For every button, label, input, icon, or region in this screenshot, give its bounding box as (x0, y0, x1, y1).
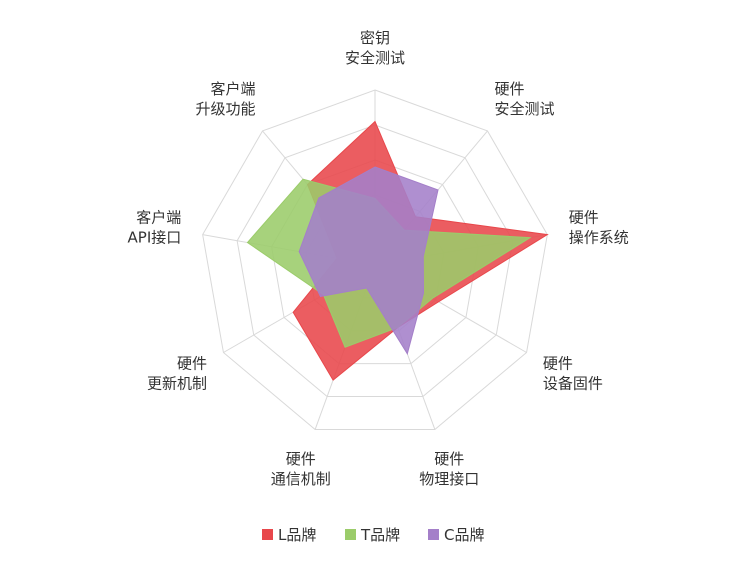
legend: L品牌 T品牌 C品牌 (262, 526, 484, 544)
grid-ring-4 (236, 124, 514, 398)
grid-ring-5 (202, 89, 548, 430)
axis-label-4-line-2: 设备固件 (543, 375, 603, 393)
axis-label-5-line-1: 硬件 (434, 450, 464, 468)
legend-label-1: L品牌 (278, 526, 316, 544)
axis-label-8-line-2: API接口 (128, 228, 182, 246)
axis-label-9-line-2: 升级功能 (195, 100, 255, 118)
legend-swatch-3 (428, 529, 439, 540)
axis-label-2-line-2: 安全测试 (494, 100, 554, 118)
axis-label-4-line-1: 硬件 (543, 355, 573, 373)
legend-label-2: T品牌 (360, 526, 400, 544)
axis-label-6-line-2: 通信机制 (271, 470, 331, 488)
axis-label-6-line-1: 硬件 (286, 450, 316, 468)
series-area-3 (298, 166, 439, 356)
axis-label-7-line-2: 更新机制 (147, 375, 207, 393)
axis-label-5-line-2: 物理接口 (419, 470, 479, 488)
axis-label-8-line-1: 客户端 (136, 208, 181, 226)
legend-label-3: C品牌 (444, 526, 484, 544)
axis-label-1-line-1: 密钥 (360, 29, 390, 47)
axis-label-9-line-1: 客户端 (210, 80, 255, 98)
axis-label-1-line-2: 安全测试 (345, 49, 405, 67)
series-layer (246, 120, 549, 381)
axis-label-7-line-1: 硬件 (177, 355, 207, 373)
axis-label-3-line-1: 硬件 (569, 208, 599, 226)
axis-label-2-line-1: 硬件 (494, 80, 524, 98)
axis-label-3-line-2: 操作系统 (569, 228, 629, 246)
legend-swatch-2 (345, 529, 356, 540)
legend-swatch-1 (262, 529, 273, 540)
axis-labels: 密钥安全测试硬件安全测试硬件操作系统硬件设备固件硬件物理接口硬件通信机制硬件更新… (128, 29, 629, 488)
